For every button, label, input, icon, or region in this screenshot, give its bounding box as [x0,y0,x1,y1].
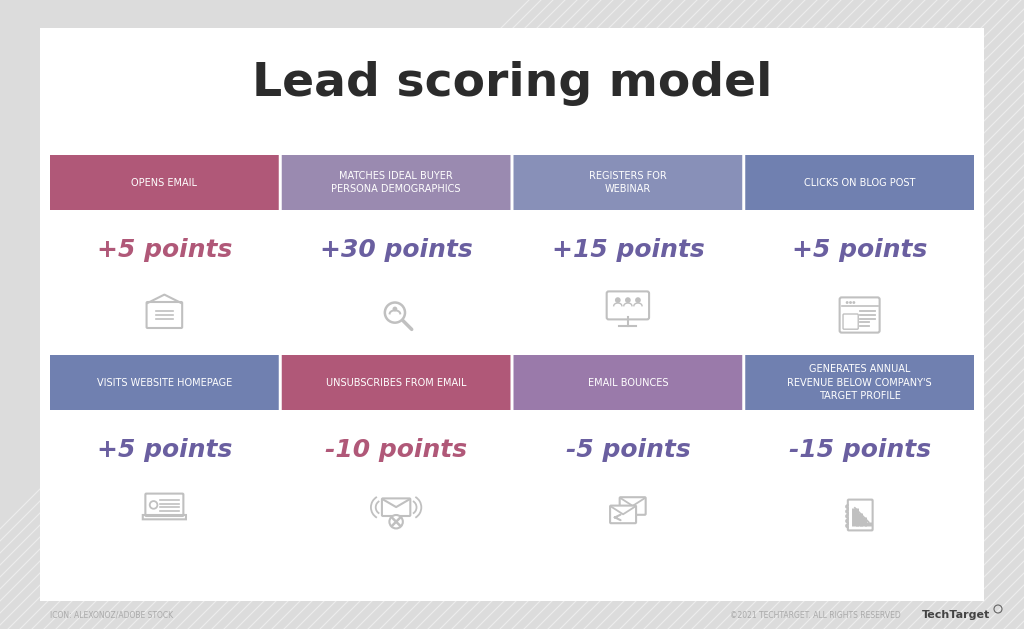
FancyBboxPatch shape [745,155,974,210]
Circle shape [849,301,852,304]
FancyBboxPatch shape [50,155,279,210]
Circle shape [852,301,855,304]
FancyBboxPatch shape [282,210,511,348]
Circle shape [846,301,849,304]
FancyBboxPatch shape [50,410,279,548]
Text: -10 points: -10 points [325,438,467,462]
FancyBboxPatch shape [620,497,646,515]
FancyBboxPatch shape [50,355,279,410]
Text: +30 points: +30 points [319,238,472,262]
Text: REGISTERS FOR
WEBINAR: REGISTERS FOR WEBINAR [589,171,667,194]
Text: ©2021 TECHTARGET. ALL RIGHTS RESERVED: ©2021 TECHTARGET. ALL RIGHTS RESERVED [730,611,901,620]
FancyBboxPatch shape [282,355,511,410]
FancyBboxPatch shape [50,210,279,348]
FancyBboxPatch shape [610,506,636,523]
FancyBboxPatch shape [40,28,984,601]
FancyBboxPatch shape [513,155,742,210]
Text: CLICKS ON BLOG POST: CLICKS ON BLOG POST [804,177,915,187]
FancyBboxPatch shape [513,210,742,348]
Circle shape [635,298,641,303]
Text: -15 points: -15 points [788,438,931,462]
Text: UNSUBSCRIBES FROM EMAIL: UNSUBSCRIBES FROM EMAIL [326,377,466,387]
Text: +5 points: +5 points [96,238,232,262]
FancyBboxPatch shape [282,155,511,210]
Text: MATCHES IDEAL BUYER
PERSONA DEMOGRAPHICS: MATCHES IDEAL BUYER PERSONA DEMOGRAPHICS [332,171,461,194]
FancyBboxPatch shape [282,410,511,548]
Text: ICON: ALEXONOZ/ADOBE STOCK: ICON: ALEXONOZ/ADOBE STOCK [50,611,173,620]
Circle shape [615,298,621,303]
Circle shape [625,298,631,303]
Text: +5 points: +5 points [792,238,928,262]
FancyBboxPatch shape [513,355,742,410]
Text: +5 points: +5 points [96,438,232,462]
Text: -5 points: -5 points [565,438,690,462]
Circle shape [392,306,397,311]
FancyBboxPatch shape [513,410,742,548]
FancyBboxPatch shape [745,210,974,348]
Text: +15 points: +15 points [552,238,705,262]
Text: OPENS EMAIL: OPENS EMAIL [131,177,198,187]
FancyBboxPatch shape [745,410,974,548]
Text: VISITS WEBSITE HOMEPAGE: VISITS WEBSITE HOMEPAGE [96,377,232,387]
Text: TechTarget: TechTarget [922,610,990,620]
FancyBboxPatch shape [745,355,974,410]
Circle shape [389,515,402,528]
Text: Lead scoring model: Lead scoring model [252,60,772,106]
Text: GENERATES ANNUAL
REVENUE BELOW COMPANY'S
TARGET PROFILE: GENERATES ANNUAL REVENUE BELOW COMPANY'S… [787,364,932,401]
Text: EMAIL BOUNCES: EMAIL BOUNCES [588,377,668,387]
